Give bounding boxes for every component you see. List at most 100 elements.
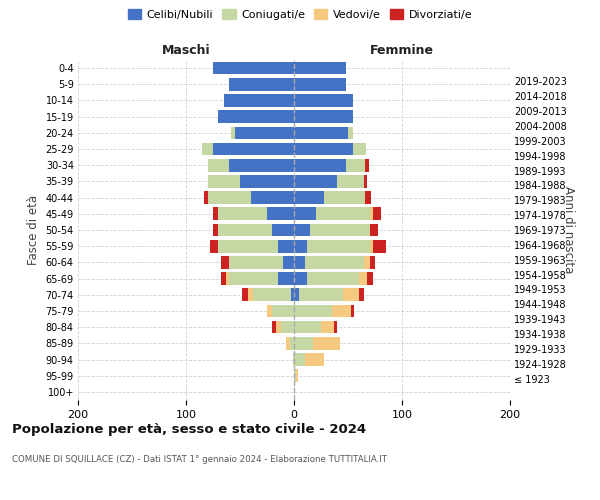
Bar xyxy=(305,353,324,366)
Bar xyxy=(294,337,313,349)
Text: Maschi: Maschi xyxy=(161,44,211,57)
Bar xyxy=(305,256,364,268)
Bar xyxy=(343,288,359,301)
Bar xyxy=(294,353,305,366)
Bar xyxy=(294,288,299,301)
Bar xyxy=(294,272,307,285)
Bar xyxy=(294,208,316,220)
Bar xyxy=(251,192,294,204)
Bar xyxy=(213,224,218,236)
Bar xyxy=(218,240,278,252)
Bar xyxy=(359,272,367,285)
Bar xyxy=(334,321,337,334)
Bar xyxy=(367,272,373,285)
Bar xyxy=(294,78,346,90)
Bar xyxy=(294,62,346,74)
Bar xyxy=(294,370,296,382)
Bar xyxy=(370,240,373,252)
Bar xyxy=(221,272,226,285)
Bar xyxy=(242,288,248,301)
Bar xyxy=(226,272,229,285)
Bar xyxy=(208,192,251,204)
Y-axis label: Fasce di età: Fasce di età xyxy=(27,195,40,265)
Bar xyxy=(235,126,294,139)
Text: Femmine: Femmine xyxy=(370,44,434,57)
Bar xyxy=(370,224,378,236)
Bar xyxy=(221,256,229,268)
Bar xyxy=(324,192,365,204)
Bar xyxy=(278,272,294,285)
Bar xyxy=(290,337,294,349)
Bar xyxy=(229,256,283,268)
Bar xyxy=(213,62,294,74)
Bar xyxy=(370,256,375,268)
Bar xyxy=(294,321,321,334)
Bar xyxy=(229,272,278,285)
Legend: Celibi/Nubili, Coniugati/e, Vedovi/e, Divorziati/e: Celibi/Nubili, Coniugati/e, Vedovi/e, Di… xyxy=(124,6,476,23)
Bar xyxy=(294,110,353,123)
Bar xyxy=(218,224,272,236)
Bar xyxy=(351,304,355,318)
Bar xyxy=(365,159,368,172)
Bar xyxy=(332,304,351,318)
Bar xyxy=(294,224,310,236)
Bar xyxy=(348,126,353,139)
Bar xyxy=(278,240,294,252)
Bar xyxy=(286,337,290,349)
Bar xyxy=(321,321,334,334)
Bar xyxy=(373,240,386,252)
Bar xyxy=(294,304,332,318)
Bar xyxy=(253,288,291,301)
Bar xyxy=(373,208,382,220)
Bar xyxy=(283,256,294,268)
Bar xyxy=(346,159,365,172)
Bar xyxy=(291,288,294,301)
Bar xyxy=(213,208,218,220)
Bar xyxy=(296,370,298,382)
Bar xyxy=(208,159,229,172)
Bar xyxy=(294,159,346,172)
Bar xyxy=(229,159,294,172)
Bar xyxy=(294,192,324,204)
Bar xyxy=(224,94,294,107)
Bar xyxy=(365,192,371,204)
Bar xyxy=(229,78,294,90)
Bar xyxy=(202,142,213,156)
Bar xyxy=(353,142,367,156)
Bar xyxy=(293,353,294,366)
Bar xyxy=(337,175,364,188)
Bar xyxy=(310,224,370,236)
Bar xyxy=(294,126,348,139)
Bar xyxy=(294,94,353,107)
Bar xyxy=(248,288,253,301)
Bar xyxy=(307,240,370,252)
Bar xyxy=(210,240,218,252)
Bar xyxy=(294,256,305,268)
Bar xyxy=(208,175,240,188)
Bar xyxy=(267,208,294,220)
Bar xyxy=(240,175,294,188)
Text: COMUNE DI SQUILLACE (CZ) - Dati ISTAT 1° gennaio 2024 - Elaborazione TUTTITALIA.: COMUNE DI SQUILLACE (CZ) - Dati ISTAT 1°… xyxy=(12,455,387,464)
Bar xyxy=(272,224,294,236)
Bar xyxy=(218,208,267,220)
Bar xyxy=(294,175,337,188)
Bar xyxy=(307,272,359,285)
Bar xyxy=(299,288,343,301)
Bar xyxy=(364,175,367,188)
Bar xyxy=(218,110,294,123)
Bar xyxy=(364,256,370,268)
Bar xyxy=(267,304,272,318)
Bar xyxy=(313,337,340,349)
Bar xyxy=(294,240,307,252)
Bar xyxy=(316,208,370,220)
Text: Popolazione per età, sesso e stato civile - 2024: Popolazione per età, sesso e stato civil… xyxy=(12,422,366,436)
Bar xyxy=(213,142,294,156)
Bar xyxy=(272,321,275,334)
Bar xyxy=(281,321,294,334)
Bar xyxy=(205,192,208,204)
Bar xyxy=(294,142,353,156)
Bar xyxy=(370,208,373,220)
Bar xyxy=(359,288,364,301)
Bar xyxy=(232,126,235,139)
Bar xyxy=(272,304,294,318)
